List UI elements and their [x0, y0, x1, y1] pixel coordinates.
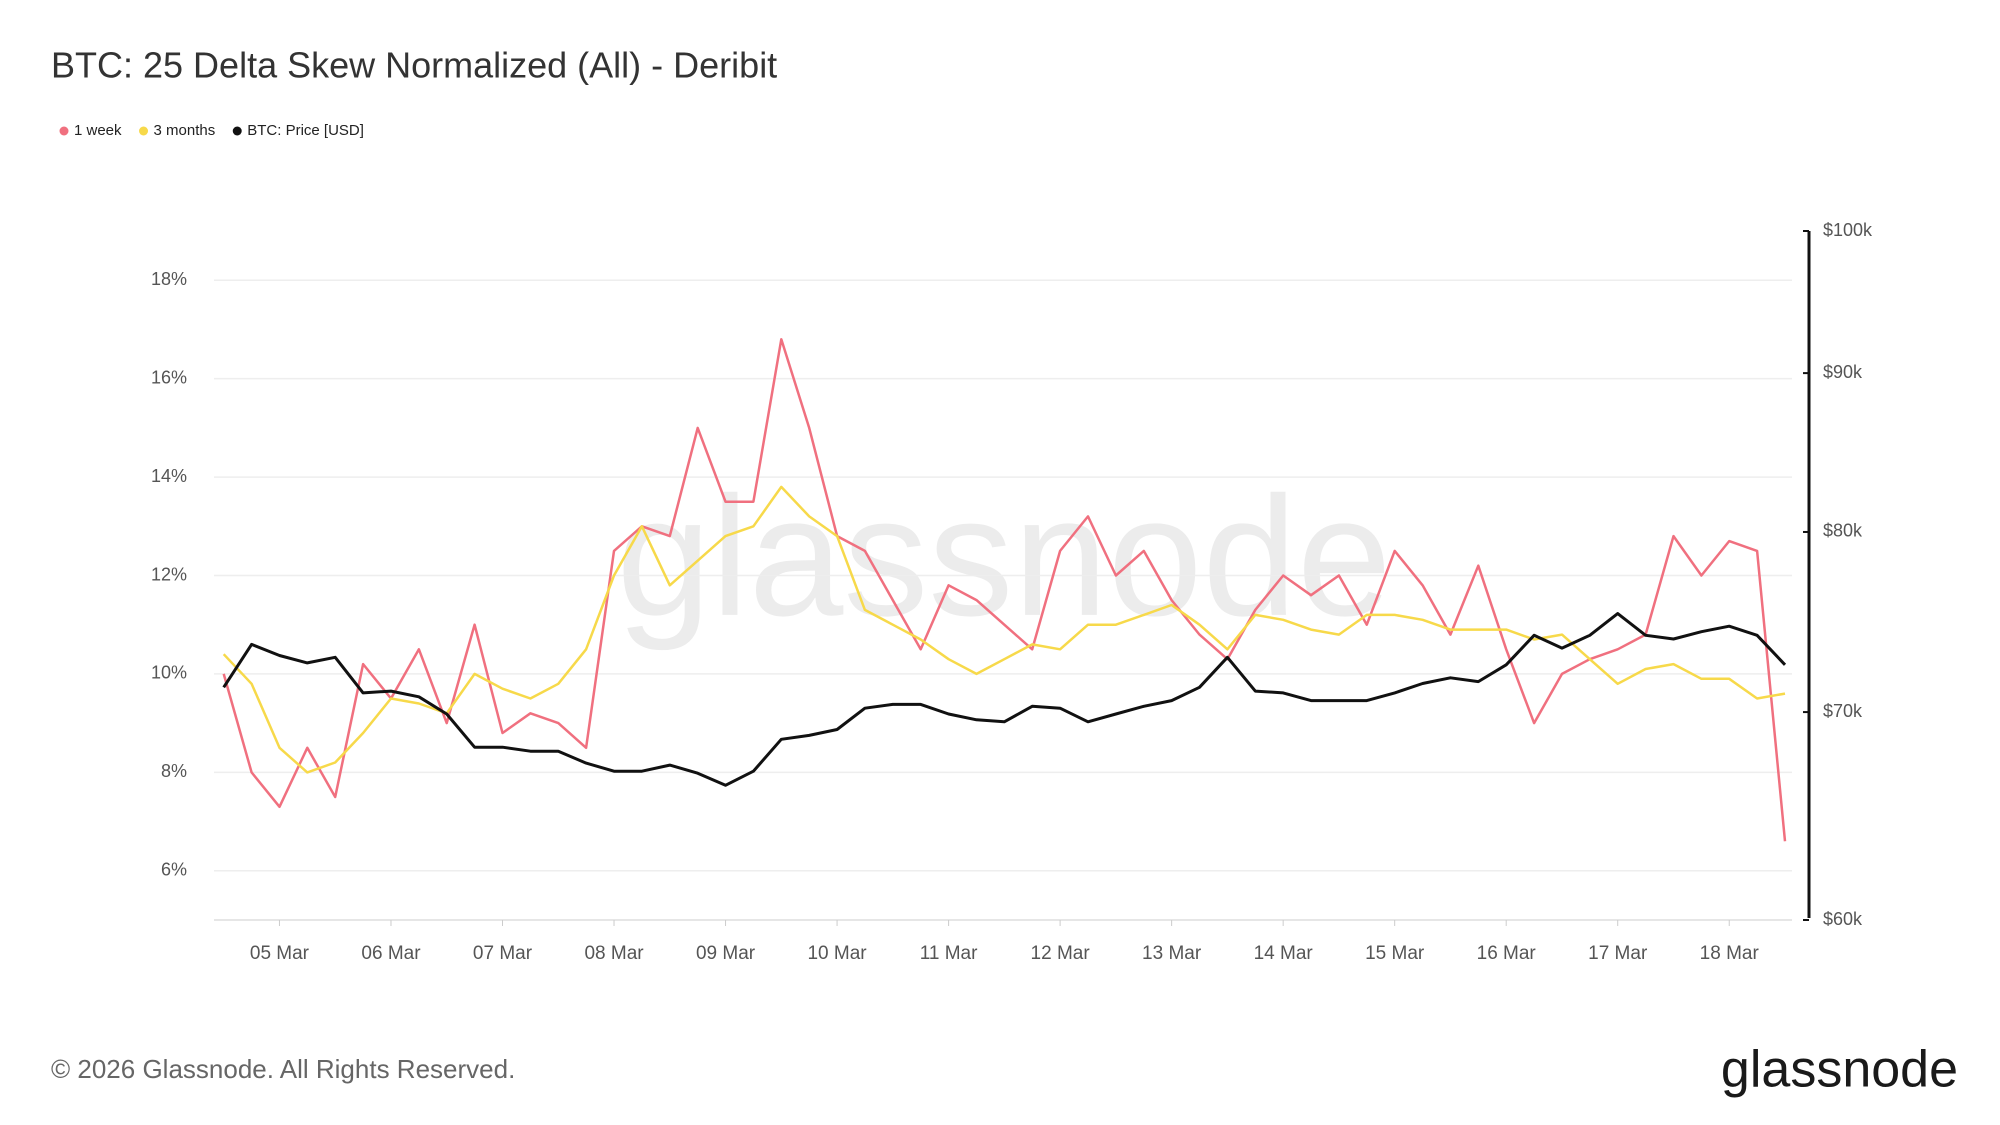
- x-tick-label: 15 Mar: [1365, 943, 1425, 964]
- y-tick-label: 12%: [151, 564, 187, 584]
- y2-tick-label: $70k: [1823, 701, 1863, 721]
- legend-label: 1 week: [74, 122, 122, 139]
- x-tick-label: 07 Mar: [473, 943, 533, 964]
- x-tick-label: 05 Mar: [250, 943, 310, 964]
- x-tick-label: 16 Mar: [1477, 943, 1537, 964]
- chart-title: BTC: 25 Delta Skew Normalized (All) - De…: [51, 45, 777, 86]
- x-tick-label: 10 Mar: [807, 943, 867, 964]
- x-tick-label: 06 Mar: [361, 943, 421, 964]
- series-line: [222, 485, 1786, 774]
- x-tick-label: 12 Mar: [1031, 943, 1091, 964]
- y2-tick-label: $60k: [1823, 909, 1863, 929]
- series-line: [222, 612, 1787, 787]
- logo: glassnode: [1721, 1041, 1958, 1099]
- legend-label: BTC: Price [USD]: [247, 122, 364, 139]
- y2-tick-label: $90k: [1823, 362, 1863, 382]
- legend-marker: [59, 126, 69, 136]
- y2-tick-label: $100k: [1823, 220, 1873, 240]
- x-tick-label: 09 Mar: [696, 943, 756, 964]
- y-tick-label: 18%: [151, 269, 187, 289]
- legend-marker: [139, 126, 149, 136]
- y2-tick-label: $80k: [1823, 521, 1863, 541]
- legend-marker: [232, 126, 242, 136]
- x-tick-label: 08 Mar: [584, 943, 644, 964]
- footer: © 2026 Glassnode. All Rights Reserved.: [51, 1054, 515, 1084]
- series-line: [222, 338, 1787, 842]
- x-tick-label: 11 Mar: [920, 943, 978, 964]
- y-tick-label: 6%: [161, 860, 187, 880]
- y-tick-label: 16%: [151, 367, 187, 387]
- y-tick-label: 10%: [151, 663, 187, 683]
- y-tick-label: 8%: [161, 761, 187, 781]
- x-tick-label: 18 Mar: [1700, 943, 1760, 964]
- legend-label: 3 months: [154, 122, 216, 139]
- x-tick-label: 14 Mar: [1254, 943, 1314, 964]
- x-tick-label: 17 Mar: [1588, 943, 1648, 964]
- watermark: glassnode: [616, 462, 1391, 652]
- y-tick-label: 14%: [151, 466, 187, 486]
- x-tick-label: 13 Mar: [1142, 943, 1202, 964]
